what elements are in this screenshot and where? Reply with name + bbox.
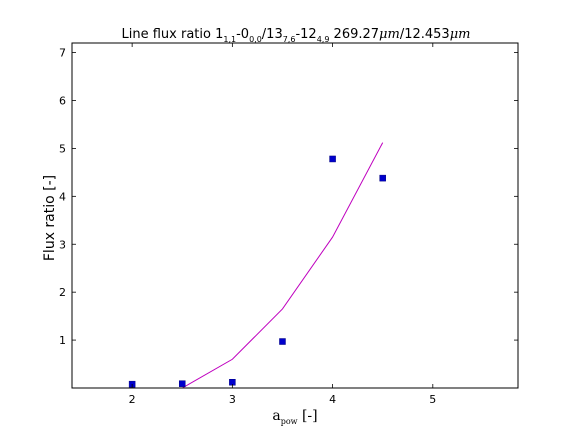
y-tick-label: 6 [59,95,66,108]
x-tick-label: 5 [429,393,436,406]
data-point [279,338,286,345]
title-wl1-value: 269.27 [329,27,379,42]
x-axis-label-sub: pow [281,417,298,426]
y-axis-label: Flux ratio [-] [42,175,58,261]
plot-frame [71,42,519,389]
title-mid-3: -12 [295,27,316,42]
title-prefix: Line flux ratio 1 [122,27,224,42]
model-line-0 [182,142,384,388]
title-wl1-unit: μm [379,27,400,42]
title-slash: /12.453 [400,27,450,42]
title-mid-1: -0 [236,27,249,42]
y-tick-label: 3 [59,238,66,251]
x-tick-label: 3 [229,393,236,406]
title-sub-2: 0,0 [249,35,262,44]
y-tick-label: 7 [59,47,66,60]
x-tick-label: 2 [129,393,136,406]
y-tick-label: 4 [59,190,66,203]
data-point [379,174,386,182]
plot-area: 2 3 4 5 1 2 3 4 5 6 7 [59,42,519,406]
data-point [329,155,336,163]
y-tick-label: 2 [59,286,66,299]
title-wl2-unit: μm [450,27,471,42]
title-sub-3: 7,6 [283,35,296,44]
title-sub-4: 4,9 [317,35,330,44]
y-tick-label: 5 [59,142,66,155]
data-point [178,380,186,387]
x-axis-label-main: a [272,408,280,424]
x-tick-label: 4 [329,393,336,406]
chart-title: Line flux ratio 11,1-00,0/137,6-124,9 26… [122,27,471,44]
title-mid-2: /13 [262,27,283,42]
x-axis-label: apow [-] [272,408,317,426]
y-tick-label: 1 [59,334,66,347]
title-sub-1: 1,1 [223,35,236,44]
x-axis-label-unit: [-] [298,408,318,424]
